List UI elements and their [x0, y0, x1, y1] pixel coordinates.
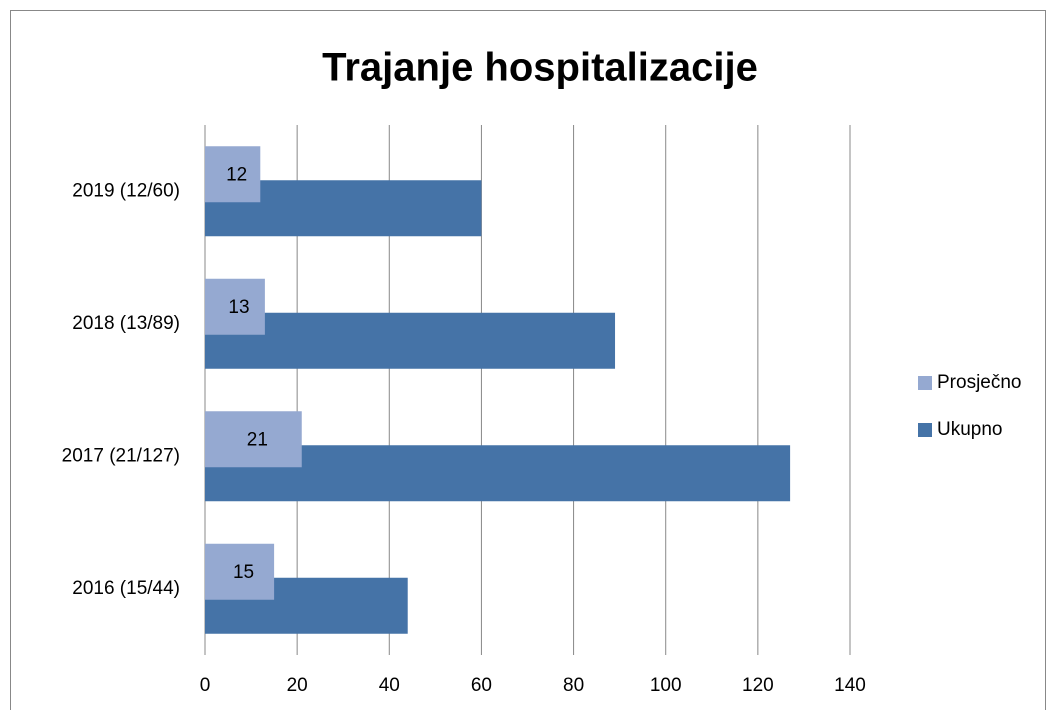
legend-label: Ukupno: [937, 419, 1003, 440]
x-tick-label: 80: [563, 675, 584, 696]
chart-title: Trajanje hospitalizacije: [322, 46, 758, 90]
y-tick-label: 2017 (21/127): [62, 445, 180, 466]
bar: [205, 543, 275, 600]
data-label: 13: [228, 297, 249, 318]
legend-label: Prosječno: [937, 372, 1022, 393]
data-label: 15: [233, 562, 254, 583]
x-tick-label: 40: [379, 675, 400, 696]
y-tick-label: 2018 (13/89): [72, 313, 180, 334]
x-tick-label: 100: [650, 675, 682, 696]
bar: [205, 146, 261, 203]
x-tick-label: 20: [287, 675, 308, 696]
data-label: 12: [226, 164, 247, 185]
x-tick-label: 60: [471, 675, 492, 696]
bar: [205, 278, 265, 335]
y-tick-label: 2019 (12/60): [72, 180, 180, 201]
x-tick-label: 140: [834, 675, 866, 696]
legend-swatch: [918, 423, 932, 437]
bar: [205, 411, 302, 468]
bar: [205, 445, 791, 502]
x-tick-label: 120: [742, 675, 774, 696]
x-tick-label: 0: [200, 675, 211, 696]
y-tick-label: 2016 (15/44): [72, 578, 180, 599]
data-label: 21: [247, 429, 268, 450]
bar: [205, 312, 616, 369]
legend-swatch: [918, 376, 932, 390]
